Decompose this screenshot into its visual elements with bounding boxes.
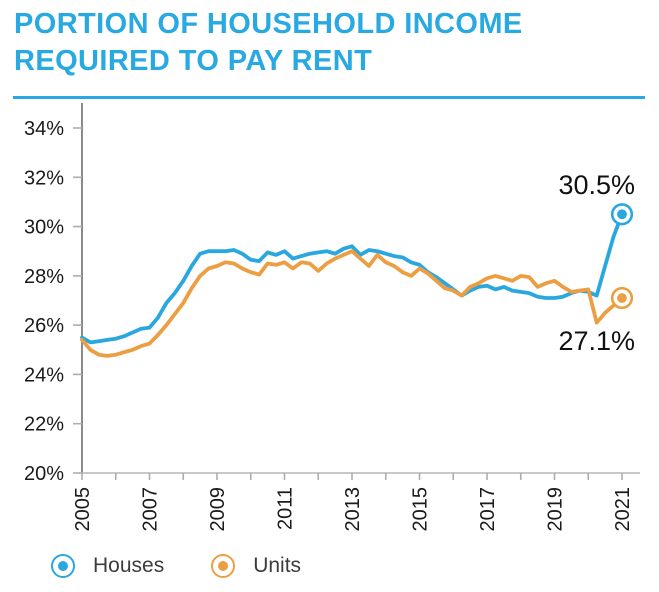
units-legend-marker-icon xyxy=(211,554,236,578)
x-tick-label: 2009 xyxy=(207,487,229,532)
x-tick-label: 2015 xyxy=(410,487,432,532)
y-tick-label: 22% xyxy=(24,414,64,436)
houses-value-label: 30.5% xyxy=(558,170,635,200)
units-value-label: 27.1% xyxy=(558,326,635,356)
title-divider xyxy=(13,96,645,99)
y-tick-label: 34% xyxy=(24,118,64,140)
x-tick-label: 2005 xyxy=(72,487,94,532)
y-tick-label: 32% xyxy=(24,167,64,189)
y-tick-label: 20% xyxy=(24,463,64,485)
units-endpoint-dot-icon xyxy=(617,293,627,303)
x-tick-label: 2017 xyxy=(477,487,499,532)
houses-line xyxy=(80,212,624,345)
x-tick-label: 2013 xyxy=(342,487,364,532)
x-tick-label: 2011 xyxy=(275,487,297,530)
y-tick-label: 30% xyxy=(24,217,64,239)
legend-item-houses: Houses xyxy=(51,554,164,578)
units-legend-marker-dot xyxy=(218,561,229,571)
x-tick-label: 2021 xyxy=(612,487,634,532)
houses-legend-marker-dot xyxy=(58,561,68,571)
chart-legend: Houses Units xyxy=(51,554,301,578)
x-tick-label: 2007 xyxy=(140,487,162,532)
houses-legend-label: Houses xyxy=(93,554,165,577)
houses-endpoint-dot-icon xyxy=(617,209,627,220)
units-legend-label: Units xyxy=(253,554,302,577)
y-tick-label: 28% xyxy=(24,266,64,288)
page-title: PORTION OF HOUSEHOLD INCOME REQUIRED TO … xyxy=(14,8,523,77)
x-tick-label: 2019 xyxy=(545,487,567,532)
y-tick-label: 24% xyxy=(24,364,64,386)
units-line xyxy=(80,249,624,358)
legend-item-units: Units xyxy=(211,554,301,578)
y-tick-label: 26% xyxy=(24,315,64,337)
houses-legend-marker-icon xyxy=(51,554,75,578)
